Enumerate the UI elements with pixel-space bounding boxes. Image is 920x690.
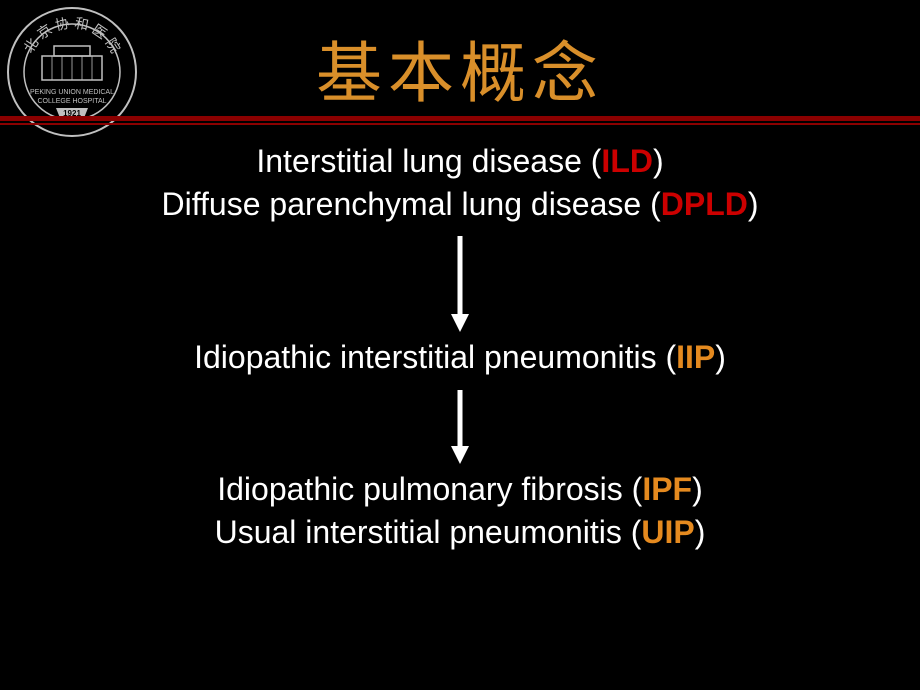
text: Usual interstitial pneumonitis ( <box>215 514 642 550</box>
abbr-dpld: DPLD <box>661 186 748 222</box>
line-ipf: Idiopathic pulmonary fibrosis (IPF) <box>0 468 920 511</box>
line-uip: Usual interstitial pneumonitis (UIP) <box>0 511 920 554</box>
abbr-iip: IIP <box>676 339 715 375</box>
text: Diffuse parenchymal lung disease ( <box>162 186 661 222</box>
block-ipf-uip: Idiopathic pulmonary fibrosis (IPF) Usua… <box>0 468 920 554</box>
text: ) <box>653 143 664 179</box>
text: ) <box>748 186 759 222</box>
text: ) <box>692 471 703 507</box>
text: Idiopathic pulmonary fibrosis ( <box>217 471 642 507</box>
arrow-1 <box>0 230 920 336</box>
line-dpld: Diffuse parenchymal lung disease (DPLD) <box>0 183 920 226</box>
block-iip: Idiopathic interstitial pneumonitis (IIP… <box>0 336 920 379</box>
line-ild: Interstitial lung disease (ILD) <box>0 140 920 183</box>
arrow-2 <box>0 384 920 468</box>
abbr-uip: UIP <box>641 514 694 550</box>
text: Interstitial lung disease ( <box>256 143 601 179</box>
text: Idiopathic interstitial pneumonitis ( <box>194 339 676 375</box>
line-iip: Idiopathic interstitial pneumonitis (IIP… <box>0 336 920 379</box>
slide-title: 基本概念 <box>0 20 920 116</box>
block-ild-dpld: Interstitial lung disease (ILD) Diffuse … <box>0 140 920 226</box>
abbr-ipf: IPF <box>642 471 692 507</box>
text: ) <box>695 514 706 550</box>
divider-line <box>0 116 920 126</box>
abbr-ild: ILD <box>601 143 653 179</box>
text: ) <box>715 339 726 375</box>
slide-body: Interstitial lung disease (ILD) Diffuse … <box>0 140 920 558</box>
